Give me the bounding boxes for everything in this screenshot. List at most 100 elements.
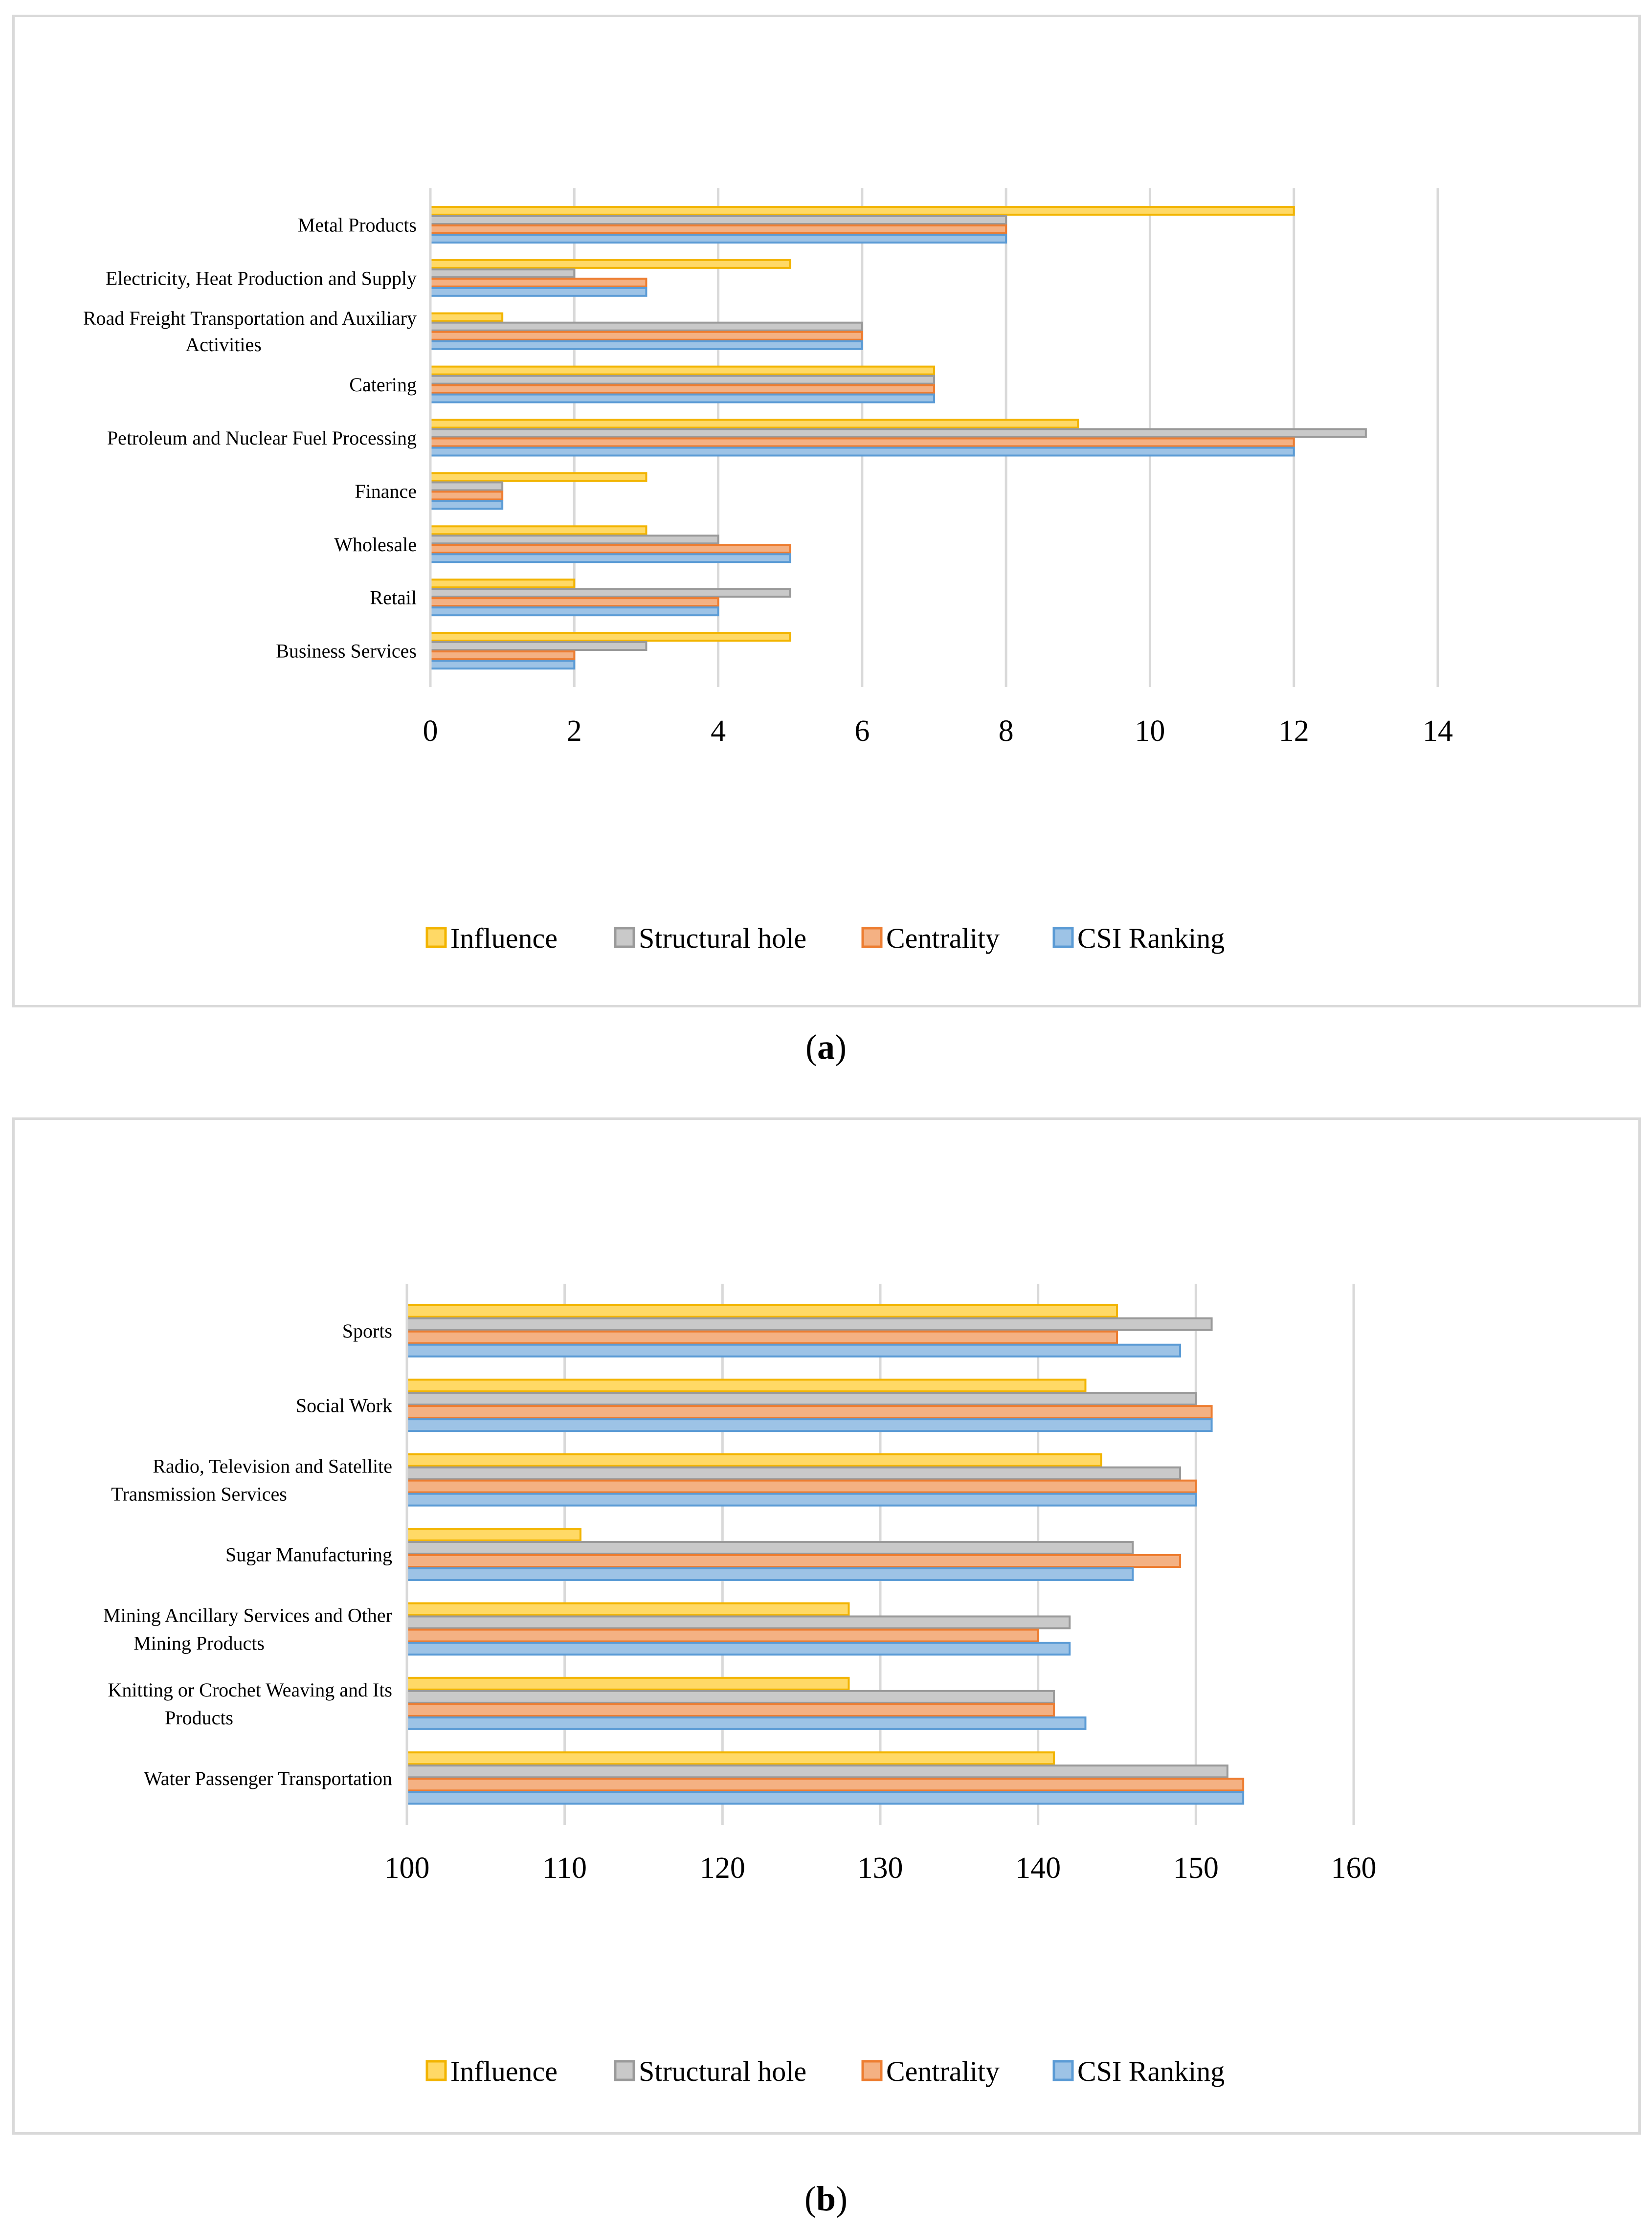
bar-influence-wholesale [429, 525, 647, 535]
legend-swatch-structural-hole [614, 927, 635, 948]
legend-swatch-csi-ranking [1052, 927, 1074, 948]
bar-csi-ranking-mining-ancillary-services-and-other-mining-products [406, 1642, 1071, 1656]
x-tick-label: 10 [1135, 714, 1165, 748]
bar-centrality-electricity-heat-production-and-supply [429, 277, 647, 288]
bar-structural-hole-water-passenger-transportation [406, 1764, 1228, 1779]
bar-csi-ranking-petroleum-and-nuclear-fuel-processing [429, 446, 1295, 457]
category-label: Business Services [276, 640, 417, 662]
legend-swatch-centrality [861, 2060, 883, 2081]
chart-a: 0 2 4 6 8 10 12 14 Metal Products Electricity, He… [83, 188, 1453, 954]
category-label: Petroleum and Nuclear Fuel Processing [107, 427, 417, 449]
bar-influence-social-work [406, 1379, 1087, 1393]
category-label: Water Passenger Transportation [144, 1767, 392, 1789]
legend-label-structural-hole: Structural hole [639, 2055, 806, 2087]
bar-csi-ranking-business-services [429, 660, 576, 670]
bar-centrality-metal-products [429, 224, 1007, 234]
bar-csi-ranking-electricity-heat-production-and-supply [429, 287, 647, 297]
bar-centrality-water-passenger-transportation [406, 1778, 1245, 1792]
bar-csi-ranking-wholesale [429, 553, 791, 563]
category-label: Mining Ancillary Services and Other Minin… [103, 1604, 392, 1654]
bar-csi-ranking-sugar-manufacturing [406, 1567, 1134, 1581]
bar-influence-business-services [429, 632, 791, 642]
bar-structural-hole-finance [429, 481, 504, 491]
caption-b: (b) [804, 2179, 848, 2218]
legend-label-csi-ranking: CSI Ranking [1077, 2055, 1225, 2087]
bar-csi-ranking-catering [429, 393, 935, 403]
bar-influence-mining-ancillary-services-and-other-mining-products [406, 1602, 850, 1616]
legend-swatch-csi-ranking [1052, 2060, 1074, 2081]
bar-csi-ranking-retail [429, 606, 719, 617]
caption-a-letter: a [817, 1027, 835, 1067]
x-tick-label: 100 [384, 1851, 430, 1885]
bar-csi-ranking-knitting-or-crochet-weaving-and-its-products [406, 1716, 1087, 1730]
bar-centrality-radio-television-and-satellite-transmission-services [406, 1479, 1197, 1494]
category-label: Sports [342, 1320, 392, 1342]
x-tick-label: 130 [858, 1851, 903, 1885]
category-label: Knitting or Crochet Weaving and Its Produ… [108, 1679, 392, 1729]
bar-structural-hole-catering [429, 375, 935, 385]
bar-centrality-wholesale [429, 544, 791, 554]
x-tick-label: 160 [1331, 1851, 1377, 1885]
bar-influence-water-passenger-transportation [406, 1751, 1055, 1765]
x-tick-label: 2 [567, 714, 582, 748]
x-tick-label: 6 [854, 714, 870, 748]
x-tick-label: 12 [1279, 714, 1309, 748]
category-label: Radio, Television and Satellite Transmiss… [111, 1455, 392, 1505]
legend-swatch-structural-hole [614, 2060, 635, 2081]
bar-influence-knitting-or-crochet-weaving-and-its-products [406, 1676, 850, 1691]
bar-structural-hole-metal-products [429, 215, 1007, 225]
bar-csi-ranking-radio-television-and-satellite-transmission-services [406, 1493, 1197, 1507]
x-tick-label: 8 [999, 714, 1014, 748]
legend-swatch-influence [425, 2060, 447, 2081]
bar-influence-radio-television-and-satellite-transmission-services [406, 1453, 1102, 1467]
bar-structural-hole-retail [429, 588, 791, 598]
legend-label-centrality: Centrality [886, 922, 1000, 954]
x-tick-label: 150 [1173, 1851, 1219, 1885]
legend-label-influence: Influence [450, 922, 558, 954]
bar-influence-catering [429, 365, 935, 376]
bar-influence-retail [429, 579, 576, 589]
bar-centrality-finance [429, 491, 504, 501]
legend-label-influence: Influence [450, 2055, 558, 2087]
x-tick-label: 14 [1423, 714, 1453, 748]
bar-csi-ranking-road-freight-transportation-and-auxiliary-activities [429, 340, 863, 350]
bar-influence-petroleum-and-nuclear-fuel-processing [429, 419, 1079, 429]
bar-centrality-road-freight-transportation-and-auxiliary-activities [429, 331, 863, 341]
bar-structural-hole-social-work [406, 1392, 1197, 1406]
bar-structural-hole-road-freight-transportation-and-auxiliary-activities [429, 321, 863, 332]
bar-structural-hole-wholesale [429, 535, 719, 545]
bar-structural-hole-sugar-manufacturing [406, 1541, 1134, 1555]
x-tick-label: 120 [700, 1851, 745, 1885]
bar-influence-finance [429, 472, 647, 482]
category-label: Wholesale [334, 534, 417, 556]
x-tick-label: 140 [1015, 1851, 1061, 1885]
bar-csi-ranking-water-passenger-transportation [406, 1791, 1245, 1805]
category-label: Catering [349, 374, 417, 396]
bar-influence-metal-products [429, 205, 1295, 216]
legend-label-csi-ranking: CSI Ranking [1077, 922, 1225, 954]
bar-structural-hole-knitting-or-crochet-weaving-and-its-products [406, 1690, 1055, 1704]
legend-label-centrality: Centrality [886, 2055, 1000, 2087]
bar-structural-hole-petroleum-and-nuclear-fuel-processing [429, 428, 1367, 438]
bar-centrality-petroleum-and-nuclear-fuel-processing [429, 437, 1295, 447]
bar-csi-ranking-metal-products [429, 233, 1007, 244]
bar-csi-ranking-social-work [406, 1418, 1213, 1432]
x-tick-label: 0 [423, 714, 438, 748]
legend-label-structural-hole: Structural hole [639, 922, 806, 954]
category-label: Electricity, Heat Production and Supply [106, 267, 417, 289]
x-tick-label: 4 [711, 714, 726, 748]
bar-influence-road-freight-transportation-and-auxiliary-activities [429, 312, 504, 322]
x-tick-label: 110 [542, 1851, 587, 1885]
category-label: Road Freight Transportation and Auxiliar… [83, 307, 417, 356]
bar-centrality-retail [429, 597, 719, 607]
bar-centrality-mining-ancillary-services-and-other-mining-products [406, 1628, 1039, 1643]
legend-swatch-centrality [861, 927, 883, 948]
chart-b: 100 110 120 130 140 150 160 Sports Social Work Ra… [103, 1284, 1377, 2087]
legend-swatch-influence [425, 927, 447, 948]
bar-structural-hole-electricity-heat-production-and-supply [429, 268, 576, 278]
bar-centrality-business-services [429, 650, 576, 661]
bar-structural-hole-sports [406, 1317, 1213, 1331]
bar-csi-ranking-sports [406, 1343, 1182, 1358]
chart-panel-a: 0 2 4 6 8 10 12 14 Metal Products Electricity, He… [12, 15, 1641, 1007]
bar-structural-hole-radio-television-and-satellite-transmission-services [406, 1466, 1182, 1480]
